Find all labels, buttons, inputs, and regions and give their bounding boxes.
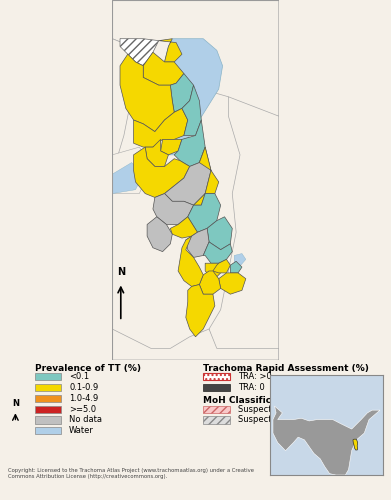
Polygon shape <box>147 217 172 252</box>
Polygon shape <box>230 262 242 273</box>
Text: No data: No data <box>69 416 102 424</box>
Polygon shape <box>120 54 174 132</box>
Bar <box>34 416 61 424</box>
Bar <box>203 384 230 391</box>
Polygon shape <box>182 85 201 136</box>
Bar <box>34 406 61 413</box>
Polygon shape <box>178 236 203 286</box>
Polygon shape <box>112 38 132 360</box>
Text: TRA: >0: TRA: >0 <box>238 372 271 382</box>
Polygon shape <box>165 147 211 205</box>
Text: Trachoma Rapid Assessment (%): Trachoma Rapid Assessment (%) <box>203 364 369 372</box>
Polygon shape <box>199 271 221 294</box>
Polygon shape <box>194 147 219 205</box>
Polygon shape <box>174 120 205 166</box>
Polygon shape <box>153 194 194 224</box>
Polygon shape <box>219 273 246 294</box>
Polygon shape <box>209 97 279 360</box>
Bar <box>34 373 61 380</box>
Text: 1.0-4.9: 1.0-4.9 <box>69 394 98 403</box>
Text: Water: Water <box>69 426 94 436</box>
Polygon shape <box>205 263 222 277</box>
Polygon shape <box>234 254 246 265</box>
Polygon shape <box>203 242 232 263</box>
Polygon shape <box>134 147 190 198</box>
Text: Copyright: Licensed to the Trachoma Atlas Project (www.trachomaatlas.org) under : Copyright: Licensed to the Trachoma Atla… <box>8 468 254 479</box>
Bar <box>203 416 230 424</box>
Text: N: N <box>12 399 19 408</box>
Bar <box>34 427 61 434</box>
Text: 0.1-0.9: 0.1-0.9 <box>69 383 98 392</box>
Polygon shape <box>207 217 232 250</box>
Polygon shape <box>353 439 358 450</box>
Polygon shape <box>143 52 184 85</box>
Bar <box>34 395 61 402</box>
Polygon shape <box>170 217 197 238</box>
Polygon shape <box>165 38 222 155</box>
Bar <box>203 406 230 413</box>
Polygon shape <box>186 228 209 258</box>
Text: MoH Classification: MoH Classification <box>203 396 298 405</box>
Polygon shape <box>186 284 215 337</box>
Text: Suspected non-endemic: Suspected non-endemic <box>238 416 340 424</box>
Polygon shape <box>170 74 194 112</box>
Text: TRA: 0: TRA: 0 <box>238 383 264 392</box>
Polygon shape <box>112 147 151 194</box>
Bar <box>203 373 230 380</box>
Polygon shape <box>159 38 182 62</box>
Polygon shape <box>161 140 182 155</box>
Polygon shape <box>145 140 169 166</box>
Bar <box>34 384 61 391</box>
Text: >=5.0: >=5.0 <box>69 404 96 413</box>
Text: Prevalence of TT (%): Prevalence of TT (%) <box>34 364 140 372</box>
Polygon shape <box>213 260 230 273</box>
Text: Suspected endemic: Suspected endemic <box>238 404 321 413</box>
Text: <0.1: <0.1 <box>69 372 89 382</box>
Text: N: N <box>117 267 125 277</box>
Polygon shape <box>112 162 143 194</box>
Polygon shape <box>273 406 380 475</box>
Polygon shape <box>134 108 188 147</box>
Polygon shape <box>112 0 279 116</box>
Polygon shape <box>120 38 159 66</box>
Polygon shape <box>112 329 279 360</box>
Polygon shape <box>188 194 221 232</box>
